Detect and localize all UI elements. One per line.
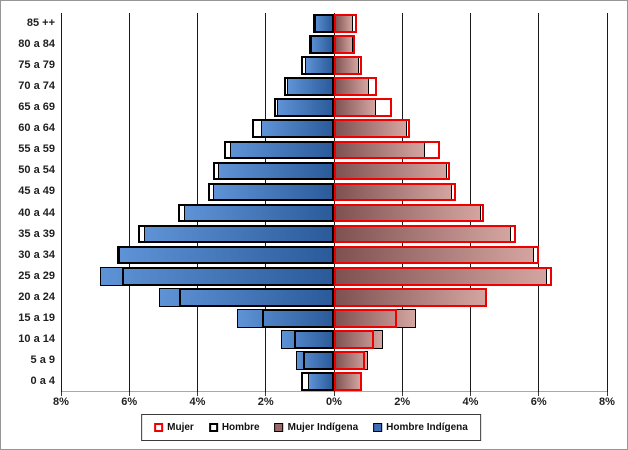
legend-item-hombre: Hombre (208, 422, 260, 433)
y-axis-category-label: 75 a 79 (18, 59, 55, 72)
x-axis-tick-label: 2% (394, 396, 411, 408)
axis-tick (265, 392, 267, 396)
y-axis-category-label: 60 a 64 (18, 122, 55, 135)
gridline (128, 13, 130, 392)
axis-tick (60, 392, 62, 396)
bar-hombre (117, 245, 334, 265)
axis-tick (606, 392, 608, 396)
bar-hombre (122, 266, 334, 286)
bar-hombre (302, 351, 334, 370)
bar-hombre (273, 98, 334, 118)
legend-item-mujer-indigena: Mujer Indígena (274, 422, 359, 433)
gridline (401, 13, 403, 392)
y-axis-category-label: 5 a 9 (30, 353, 55, 366)
x-axis-tick-label: 4% (462, 396, 479, 408)
gridline (197, 13, 198, 392)
y-axis-category-label: 45 a 49 (18, 185, 55, 198)
bar-mujer (334, 308, 398, 328)
x-axis-tick-label: 6% (530, 396, 547, 408)
y-axis-category-label: 80 a 84 (18, 38, 55, 51)
bar-mujer (334, 245, 540, 265)
legend: Mujer Hombre Mujer Indígena Hombre Indíg… (141, 414, 481, 441)
y-axis-category-label: 55 a 59 (18, 143, 55, 156)
axis-tick (470, 392, 471, 396)
axis-tick (538, 392, 540, 396)
y-axis-category-label: 25 a 29 (18, 269, 55, 282)
y-axis-category-label: 50 a 54 (18, 164, 55, 177)
bar-hombre (313, 14, 334, 33)
bar-mujer (334, 224, 516, 244)
bar-mujer (334, 161, 451, 181)
y-axis-category-label: 30 a 34 (18, 248, 55, 261)
x-axis-tick-label: 8% (53, 396, 69, 408)
gridline (606, 13, 608, 392)
bar-mujer (334, 330, 374, 349)
y-axis-category-label: 20 a 24 (18, 290, 55, 303)
gridline (265, 13, 267, 392)
x-axis-tick-label: 4% (189, 396, 206, 408)
gridline (60, 13, 62, 392)
x-axis-tick-label: 8% (599, 396, 615, 408)
legend-swatch-0 (154, 423, 164, 432)
bar-hombre (284, 77, 334, 96)
gridline (333, 13, 335, 392)
bar-mujer (334, 182, 457, 202)
bar-hombre (212, 161, 334, 181)
legend-label: Mujer (167, 422, 194, 433)
bar-mujer (334, 14, 357, 33)
bar-hombre (310, 35, 334, 54)
bar-hombre (301, 372, 334, 391)
gridline (470, 13, 471, 392)
legend-swatch-3 (373, 423, 383, 432)
y-axis-category-label: 70 a 74 (18, 80, 55, 93)
bar-mujer (334, 266, 553, 286)
bar-mujer (334, 351, 365, 370)
bar-mujer (334, 140, 440, 160)
bar-hombre (301, 56, 334, 75)
y-axis-category-label: 40 a 44 (18, 206, 55, 219)
bar-hombre (138, 224, 334, 244)
bar-mujer (334, 372, 362, 391)
y-axis-category-label: 85 ++ (26, 17, 55, 29)
bar-hombre (252, 119, 334, 139)
legend-label: Hombre (221, 422, 260, 433)
bar-hombre (223, 140, 334, 160)
axis-tick (333, 392, 335, 396)
bar-hombre (178, 203, 334, 223)
axis-tick (128, 392, 130, 396)
bar-mujer (334, 77, 377, 96)
y-axis-category-label: 10 a 14 (18, 332, 55, 345)
bar-mujer (334, 35, 356, 54)
bar-mujer (334, 98, 392, 118)
gridline (538, 13, 540, 392)
bar-mujer (334, 56, 362, 75)
axis-tick (197, 392, 198, 396)
axis-tick (401, 392, 403, 396)
y-axis-category-label: 0 a 4 (30, 374, 55, 387)
legend-label: Hombre Indígena (386, 422, 468, 433)
bar-mujer (334, 119, 410, 139)
y-axis-category-label: 35 a 39 (18, 227, 55, 240)
legend-swatch-2 (274, 423, 284, 432)
x-axis-tick-label: 6% (121, 396, 138, 408)
y-axis-category-label: 65 a 69 (18, 101, 55, 114)
legend-item-mujer: Mujer (154, 422, 194, 433)
bar-mujer (334, 287, 487, 307)
y-axis-category-label: 15 a 19 (18, 311, 55, 324)
legend-label: Mujer Indígena (287, 422, 359, 433)
x-axis-tick-label: 0% (326, 396, 342, 408)
bar-mujer (334, 203, 484, 223)
legend-item-hombre-indigena: Hombre Indígena (373, 422, 468, 433)
bar-hombre (208, 182, 334, 202)
legend-swatch-1 (208, 423, 218, 432)
bar-hombre (179, 287, 334, 307)
x-axis-tick-label: 2% (257, 396, 274, 408)
bar-hombre (261, 308, 334, 328)
bar-hombre (293, 330, 334, 349)
